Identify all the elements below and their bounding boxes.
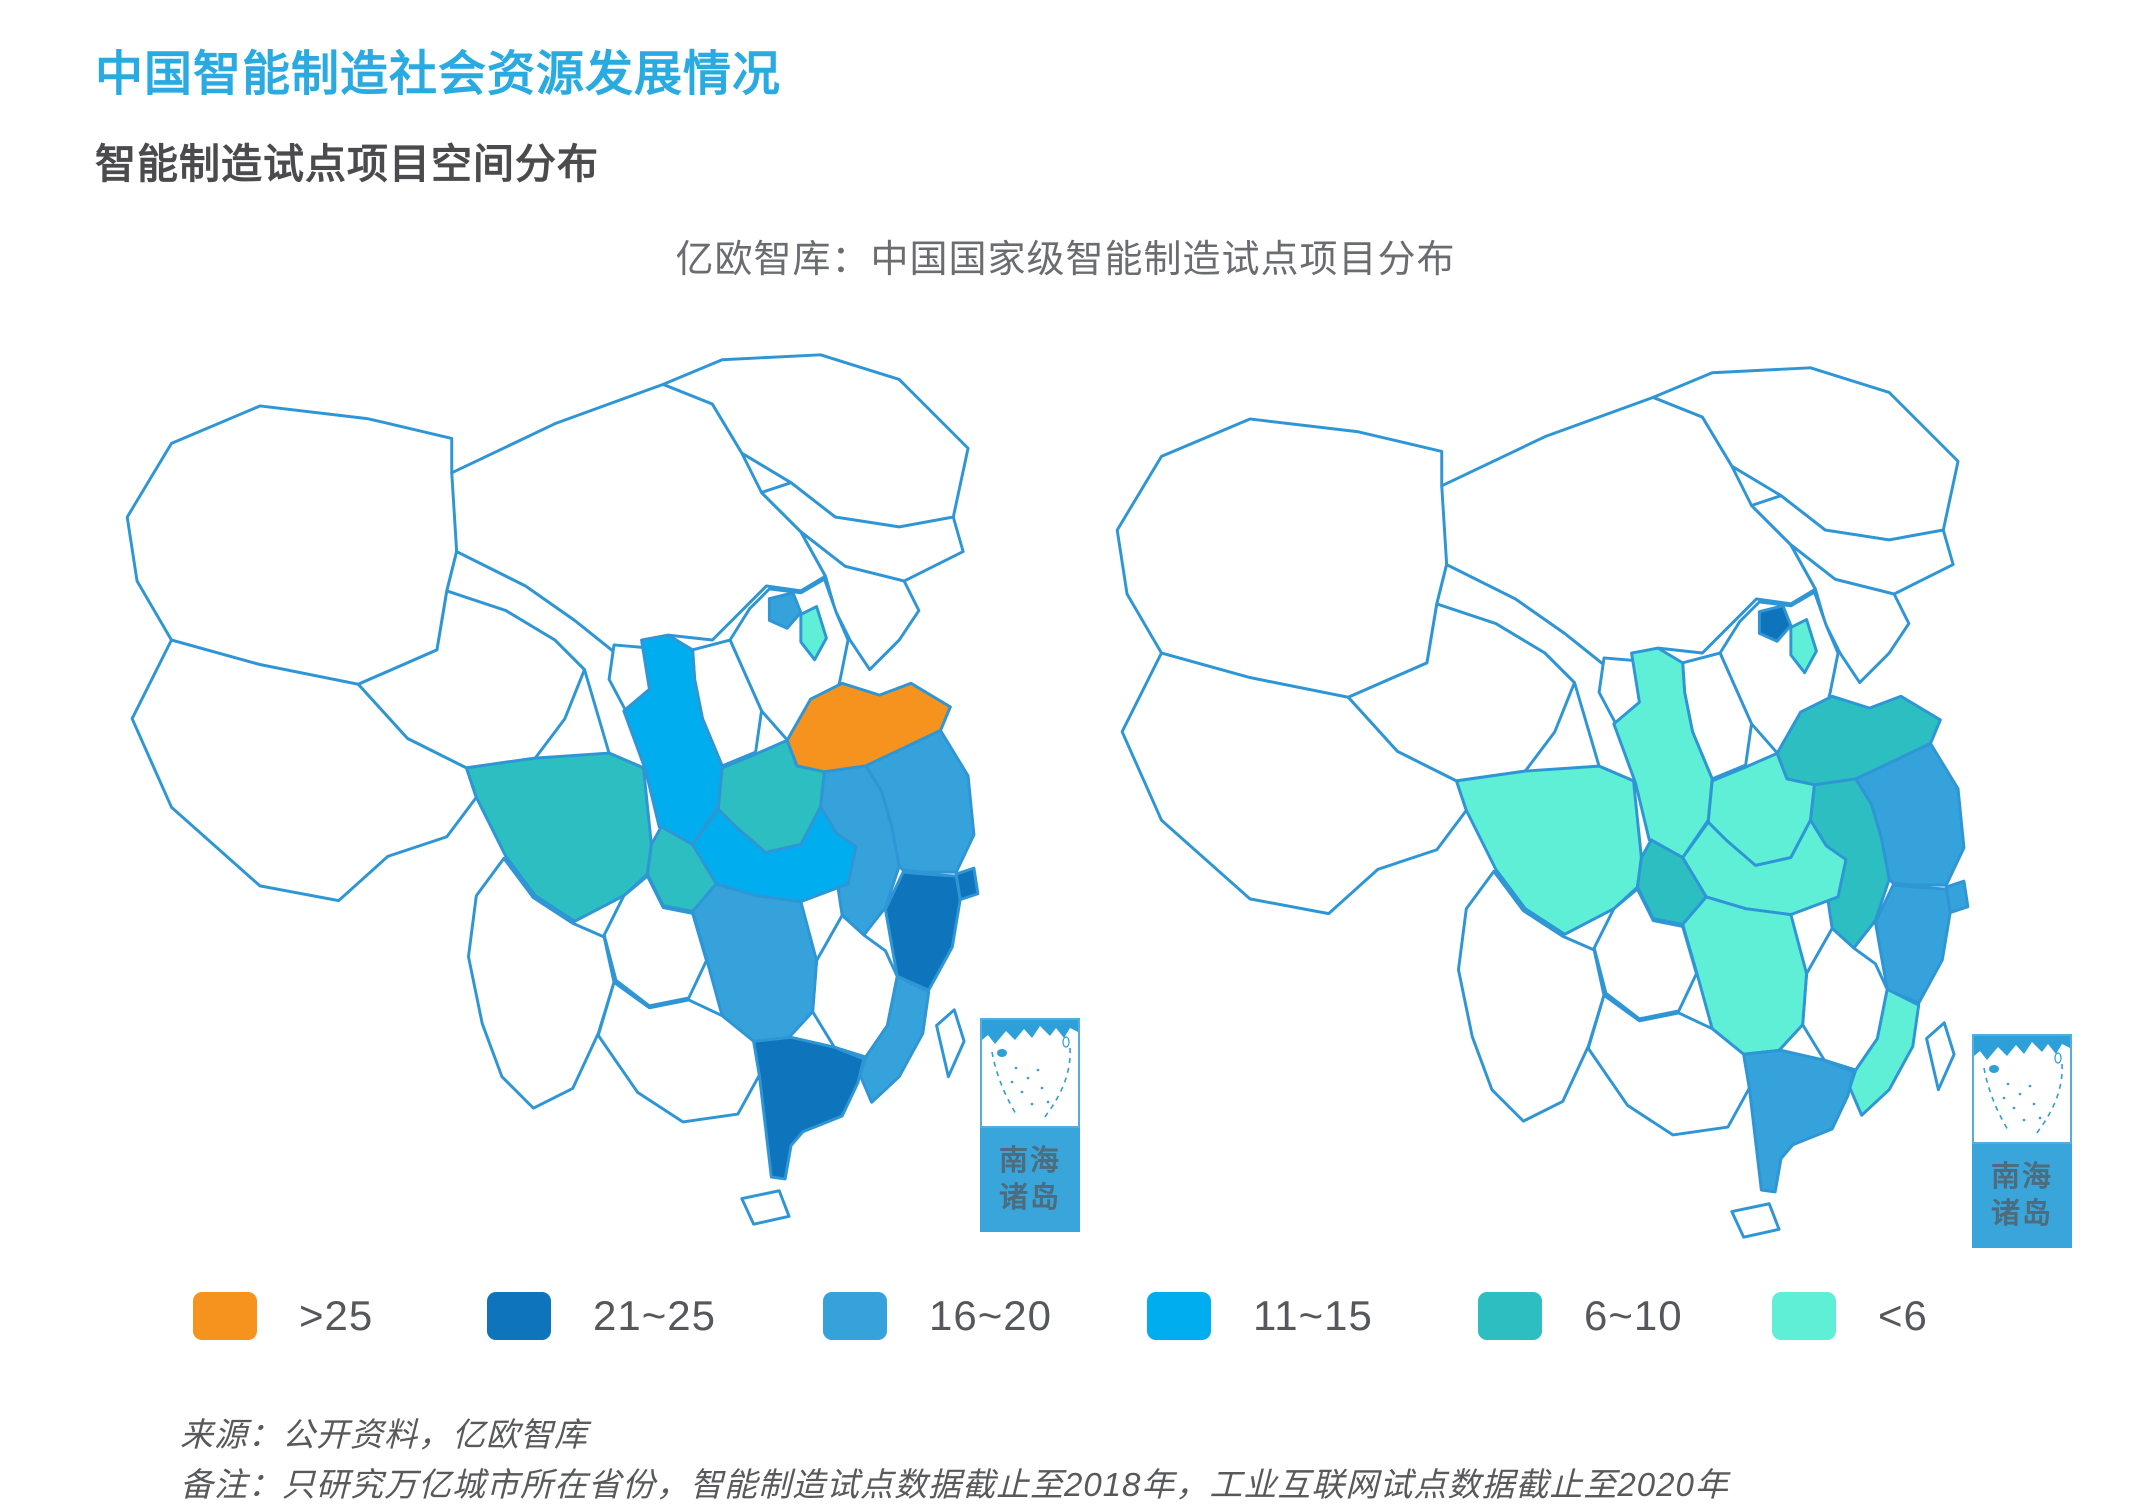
province-beijing-right	[1757, 604, 1793, 643]
province-sichuan-left	[465, 751, 653, 923]
legend: >25 21~25 16~20 11~15 6~10 <6	[0, 1292, 2131, 1352]
province-beijing-left	[767, 591, 803, 630]
province-fujian-left	[858, 974, 931, 1104]
legend-label: 21~25	[593, 1292, 716, 1339]
south-china-sea-label: 南海 诸岛	[980, 1128, 1080, 1232]
legend-item-6~10: 6~10	[1478, 1292, 1683, 1340]
legend-label: 11~15	[1253, 1292, 1373, 1339]
china-map-right-svg	[1115, 366, 1970, 1239]
legend-swatch	[1772, 1292, 1836, 1340]
china-map-left	[100, 345, 1010, 1235]
legend-swatch	[1478, 1292, 1542, 1340]
legend-swatch	[823, 1292, 887, 1340]
source-note: 来源：公开资料，亿欧智库	[180, 1416, 588, 1453]
province-jilin-left	[760, 481, 965, 583]
province-guangdong-right	[1742, 1048, 1856, 1194]
province-sichuan-right	[1455, 764, 1643, 936]
province-jilin-right	[1750, 494, 1955, 596]
province-chongqing-left	[645, 825, 718, 913]
legend-item-<6: <6	[1772, 1292, 1928, 1340]
data-note: 备注：只研究万亿城市所在省份，智能制造试点数据截止至2018年，工业互联网试点数…	[180, 1466, 1729, 1503]
legend-item-16~20: 16~20	[823, 1292, 1052, 1340]
south-china-sea-minimap-icon	[980, 1018, 1080, 1128]
south-china-sea-inset-right: 南海 诸岛	[1972, 1034, 2072, 1248]
legend-swatch	[487, 1292, 551, 1340]
province-zhejiang-right	[1873, 883, 1952, 1005]
legend-label: 16~20	[929, 1292, 1052, 1339]
province-zhejiang-left	[883, 870, 962, 992]
china-map-right	[1090, 358, 2000, 1248]
province-hainan-left	[740, 1189, 791, 1226]
section-subtitle: 智能制造试点项目空间分布	[95, 141, 599, 187]
province-tianjin-right	[1789, 618, 1818, 675]
legend-swatch	[193, 1292, 257, 1340]
legend-item->25: >25	[193, 1292, 373, 1340]
legend-item-21~25: 21~25	[487, 1292, 716, 1340]
legend-swatch	[1147, 1292, 1211, 1340]
province-tianjin-left	[799, 605, 828, 662]
chart-title: 亿欧智库：中国国家级智能制造试点项目分布	[675, 239, 1456, 281]
province-chongqing-right	[1635, 838, 1708, 926]
south-china-sea-minimap-icon	[1972, 1034, 2072, 1144]
province-yunnan-right	[1456, 869, 1606, 1123]
south-china-sea-label: 南海 诸岛	[1972, 1144, 2072, 1248]
province-yunnan-left	[466, 856, 616, 1110]
province-shanghai-left	[954, 866, 980, 902]
legend-label: <6	[1878, 1292, 1928, 1339]
legend-label: >25	[299, 1292, 374, 1339]
province-shanghai-right	[1944, 879, 1970, 915]
province-fujian-right	[1848, 987, 1921, 1117]
province-taiwan-left	[935, 1008, 966, 1079]
province-guangdong-left	[752, 1035, 866, 1181]
legend-label: 6~10	[1584, 1292, 1683, 1339]
province-hainan-right	[1730, 1202, 1781, 1239]
legend-item-11~15: 11~15	[1147, 1292, 1373, 1340]
south-china-sea-inset-left: 南海 诸岛	[980, 1018, 1080, 1232]
china-map-left-svg	[125, 353, 980, 1226]
province-taiwan-right	[1925, 1021, 1956, 1092]
page-title: 中国智能制造社会资源发展情况	[95, 48, 782, 101]
